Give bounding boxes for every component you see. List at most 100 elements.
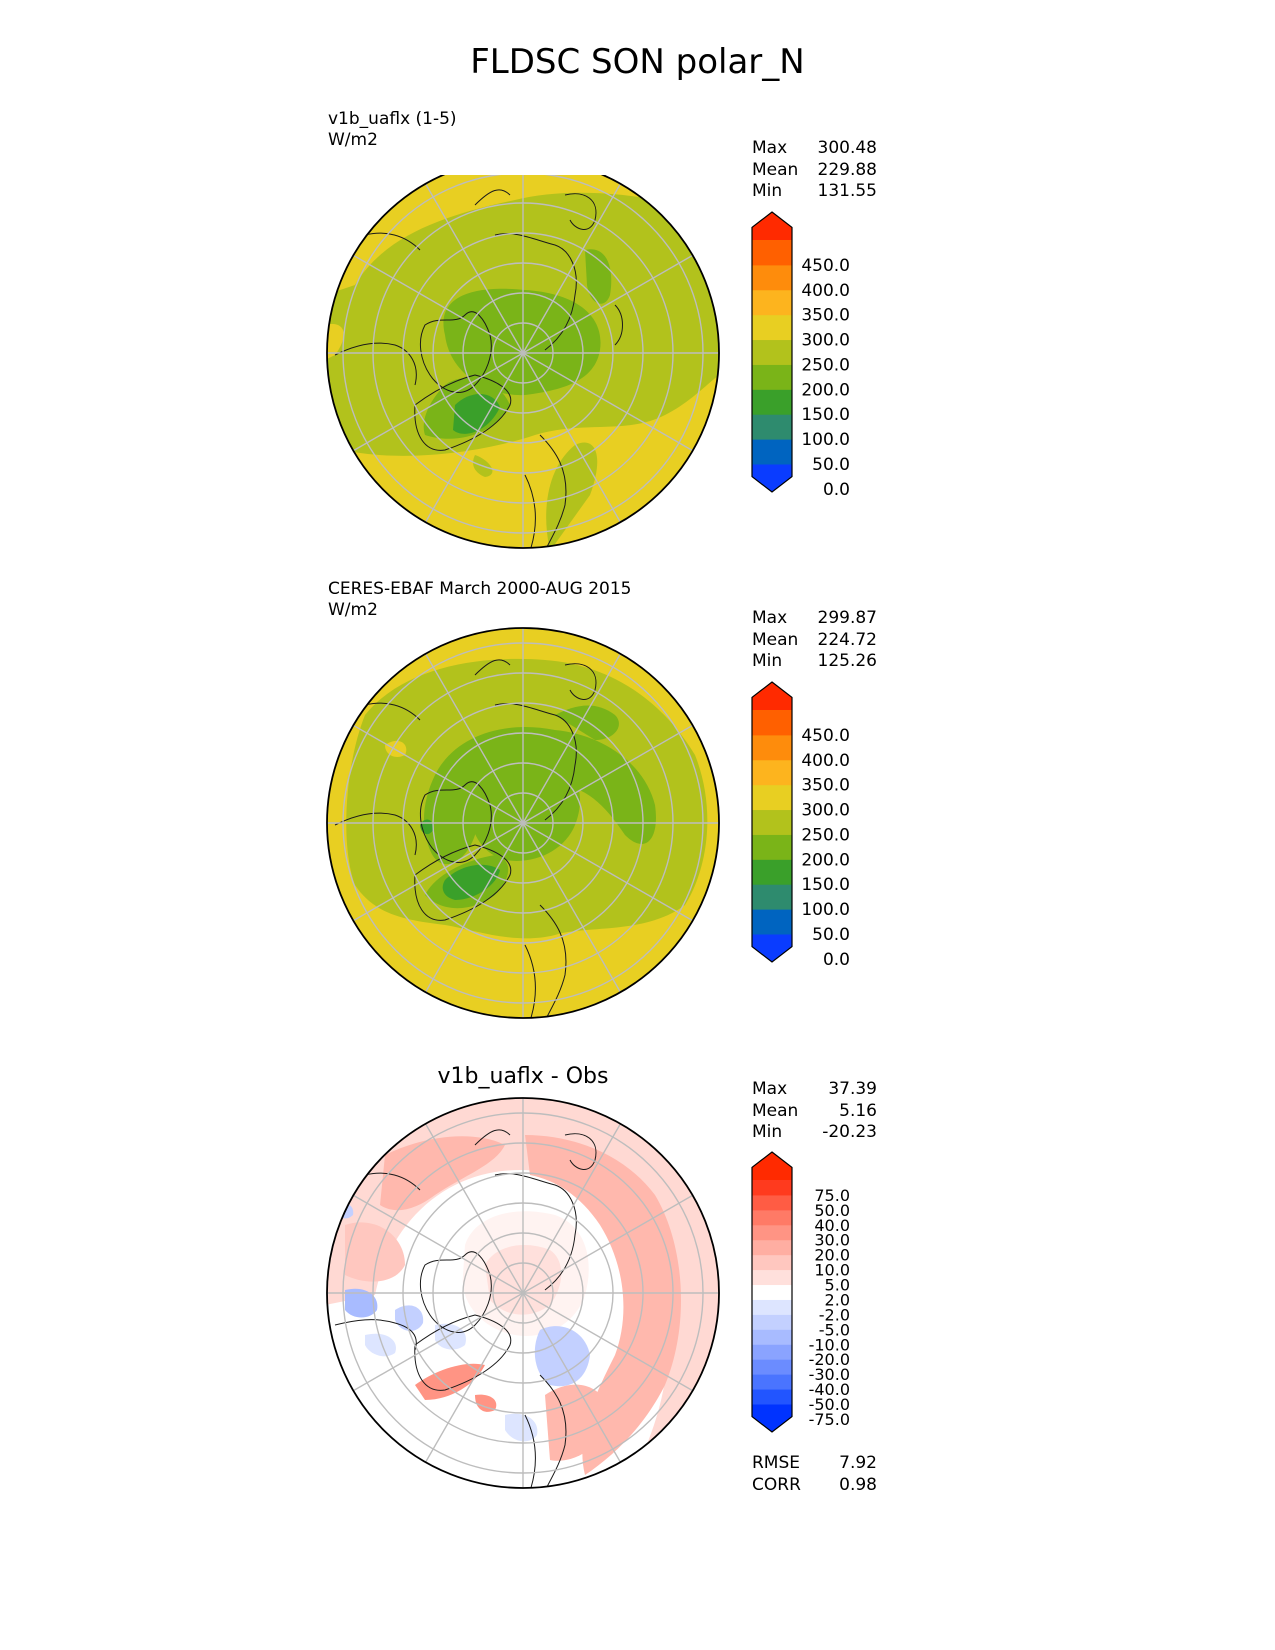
- colorbar-tick-label: 0.0: [823, 480, 850, 500]
- colorbar-segment: [752, 859, 792, 885]
- stat-label: Mean: [752, 629, 799, 650]
- stat-value: 0.98: [839, 1475, 877, 1495]
- panel3-colorbar: 75.050.040.030.020.010.05.02.0-2.0-5.0-1…: [751, 1151, 850, 1433]
- stat-label: Min: [752, 181, 783, 201]
- colorbar-segment: [752, 759, 792, 786]
- stat-label: Max: [752, 608, 788, 628]
- colorbar-tick-label: 350.0: [801, 776, 850, 796]
- colorbar-segment: [752, 884, 792, 910]
- stat-value: 7.92: [839, 1453, 877, 1473]
- colorbar-tick-label: 30.0: [814, 1231, 850, 1250]
- stat-label: Min: [752, 651, 783, 671]
- colorbar-tick-label: 75.0: [814, 1186, 850, 1205]
- panel3-corr: CORR 0.98: [752, 1474, 877, 1496]
- panel2-stat-min: Min 125.26: [752, 651, 877, 673]
- colorbar-tick-label: -40.0: [809, 1380, 850, 1399]
- panel2-polar-map: [326, 627, 720, 1019]
- colorbar-segment: [752, 1269, 792, 1286]
- colorbar-segment: [752, 1224, 792, 1241]
- figure-title: FLDSC SON polar_N: [470, 42, 805, 82]
- panel3-footer-stats: RMSE 7.92 CORR 0.98: [752, 1452, 877, 1496]
- panel1-title: v1b_uaflx (1-5) W/m2: [328, 109, 457, 151]
- colorbar-segment: [752, 1209, 792, 1226]
- colorbar-segment: [752, 439, 792, 465]
- panel2-title: CERES-EBAF March 2000-AUG 2015 W/m2: [328, 579, 631, 621]
- colorbar-extend-low: [752, 464, 792, 492]
- stat-label: CORR: [752, 1475, 801, 1495]
- colorbar-outline: [751, 681, 793, 963]
- colorbar-segment: [752, 1344, 792, 1360]
- colorbar-segment: [752, 710, 792, 736]
- colorbar-segment: [752, 264, 792, 291]
- colorbar-segment: [752, 1284, 792, 1300]
- colorbar-tick-label: 50.0: [812, 455, 850, 475]
- colorbar-segment: [752, 909, 792, 935]
- colorbar-segment: [752, 1389, 792, 1405]
- colorbar-tick-label: 200.0: [801, 380, 850, 400]
- panel1-stats: Max 300.48 Mean 229.88 Min 131.55: [752, 138, 877, 203]
- panel2-units: W/m2: [328, 600, 378, 620]
- colorbar-tick-label: 2.0: [825, 1290, 850, 1309]
- colorbar-segment: [752, 364, 792, 390]
- colorbar-extend-high: [752, 212, 792, 240]
- stat-label: Min: [752, 1122, 783, 1142]
- colorbar-outline: [751, 1151, 793, 1433]
- panel2-title-text: CERES-EBAF March 2000-AUG 2015: [328, 579, 632, 599]
- colorbar-segment: [752, 1299, 792, 1315]
- colorbar-tick-label: 200.0: [801, 850, 850, 870]
- colorbar-tick-label: 350.0: [801, 306, 850, 326]
- colorbar-tick-label: -50.0: [809, 1395, 850, 1414]
- stat-value: 125.26: [817, 651, 877, 671]
- stat-value: -20.23: [822, 1122, 877, 1142]
- colorbar-tick-label: 150.0: [801, 405, 850, 425]
- panel1-polar-map: [326, 175, 720, 549]
- stat-label: Mean: [752, 1100, 799, 1121]
- colorbar-extend-low: [752, 1404, 792, 1432]
- colorbar-segment: [752, 414, 792, 440]
- panel3-stats: Max 37.39 Mean 5.16 Min -20.23: [752, 1079, 877, 1144]
- colorbar-tick-label: 50.0: [812, 925, 850, 945]
- colorbar-segment: [752, 1194, 792, 1211]
- colorbar-tick-label: 300.0: [801, 331, 850, 351]
- colorbar-segment: [752, 734, 792, 761]
- colorbar-segment: [752, 1254, 792, 1271]
- colorbar-outline: [751, 211, 793, 493]
- colorbar-tick-label: 40.0: [814, 1216, 850, 1235]
- panel2-colorbar: 450.0 400.0 350.0 300.0 250.0 200.0 150.0 100.0…: [751, 681, 850, 970]
- colorbar-tick-label: 5.0: [825, 1276, 850, 1295]
- colorbar-tick-label: 450.0: [801, 726, 850, 746]
- colorbar-tick-label: -75.0: [809, 1410, 850, 1429]
- colorbar-tick-label: 50.0: [814, 1201, 850, 1220]
- colorbar-extend-high: [752, 682, 792, 710]
- panel1-stat-mean: Mean 229.88: [752, 160, 877, 182]
- stat-label: Mean: [752, 159, 799, 180]
- colorbar-segment: [752, 339, 792, 365]
- colorbar-tick-label: -10.0: [809, 1335, 850, 1354]
- colorbar-tick-label: 250.0: [801, 355, 850, 375]
- colorbar-segment: [752, 289, 792, 316]
- colorbar-tick-label: 400.0: [801, 751, 850, 771]
- colorbar-tick-label: 150.0: [801, 875, 850, 895]
- colorbar-segment: [752, 834, 792, 860]
- stat-value: 300.48: [817, 138, 877, 158]
- colorbar-segment: [752, 1314, 792, 1330]
- colorbar-segment: [752, 389, 792, 415]
- colorbar-tick-label: 100.0: [801, 430, 850, 450]
- panel3-title: v1b_uaflx - Obs: [437, 1064, 609, 1089]
- colorbar-segment: [752, 1374, 792, 1390]
- stat-value: 131.55: [817, 181, 877, 201]
- colorbar-segment: [752, 240, 792, 266]
- colorbar-segment: [752, 314, 792, 341]
- colorbar-segment: [752, 809, 792, 835]
- colorbar-segment: [752, 1239, 792, 1256]
- colorbar-tick-label: -5.0: [819, 1320, 850, 1339]
- panel3-rmse: RMSE 7.92: [752, 1452, 877, 1474]
- colorbar-extend-low: [752, 934, 792, 962]
- colorbar-tick-label: 10.0: [814, 1261, 850, 1280]
- colorbar-tick-label: 450.0: [801, 256, 850, 276]
- stat-value: 5.16: [839, 1100, 877, 1121]
- colorbar-tick-label: 0.0: [823, 950, 850, 970]
- colorbar-segment: [752, 1359, 792, 1375]
- colorbar-segment: [752, 1180, 792, 1196]
- colorbar-segment: [752, 784, 792, 811]
